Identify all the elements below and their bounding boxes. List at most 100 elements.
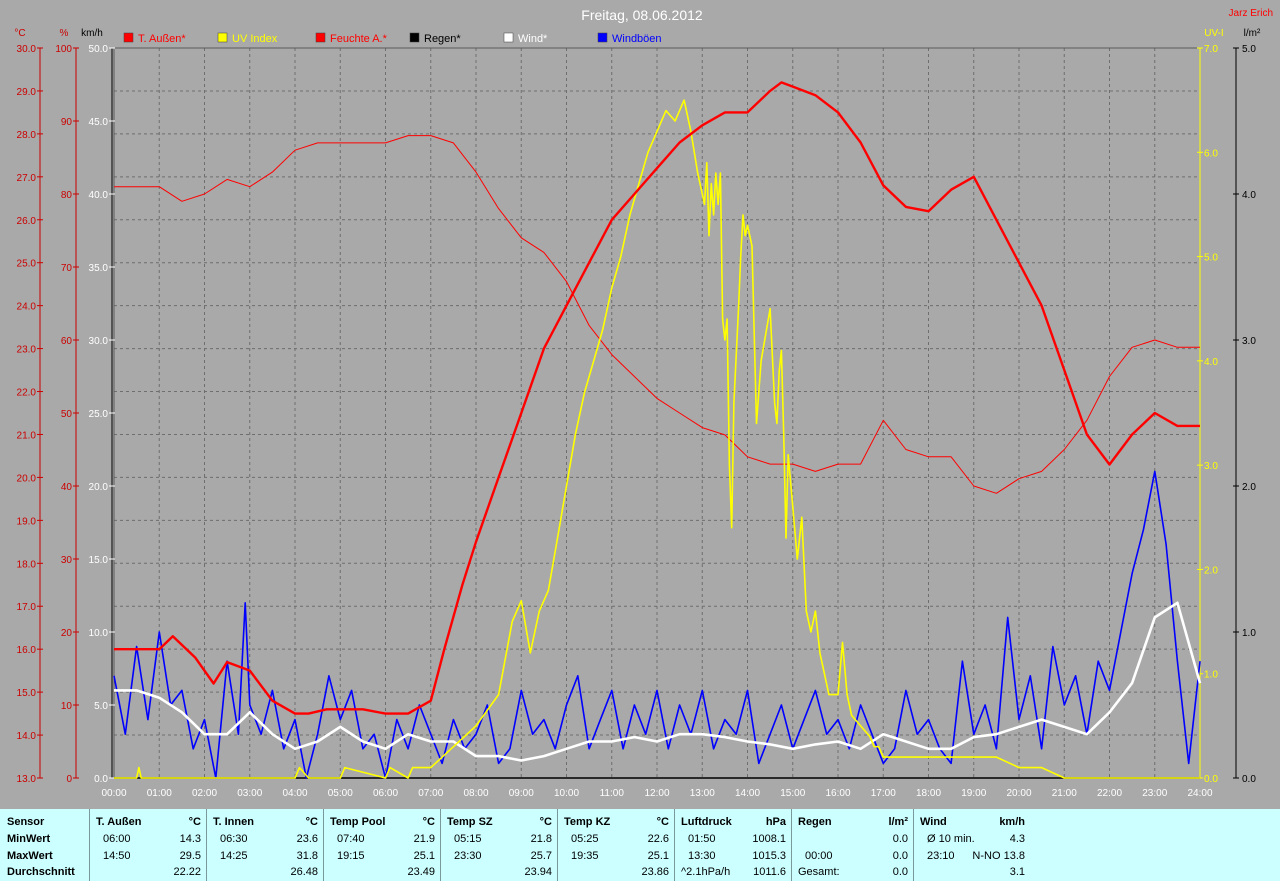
humidity-axis-unit: % — [60, 28, 69, 39]
stats-avg-value: 26.48 — [290, 866, 318, 878]
stats-sensor-unit: °C — [422, 816, 435, 828]
legend: T. Außen* UV Index Feuchte A.* Regen* Wind* W… — [123, 32, 662, 45]
x-tick-label: 23:00 — [1142, 788, 1167, 799]
stats-row-label-sensor: Sensor — [7, 816, 45, 828]
x-tick-label: 16:00 — [825, 788, 850, 799]
temp-tick-label: 21.0 — [17, 430, 37, 441]
humidity-tick-label: 0 — [66, 774, 72, 785]
series-lines — [113, 81, 1202, 779]
x-tick-label: 17:00 — [871, 788, 896, 799]
uv-tick-label: 0.0 — [1204, 774, 1218, 785]
temp-tick-label: 22.0 — [17, 388, 37, 399]
legend-label: Feuchte A.* — [330, 33, 388, 45]
stats-max-value: 0.0 — [892, 850, 908, 862]
humidity-tick-label: 80 — [61, 190, 73, 201]
stats-sensor-name: Regen — [798, 816, 832, 828]
x-tick-label: 08:00 — [463, 788, 488, 799]
x-tick-label: 07:00 — [418, 788, 443, 799]
stats-sensor-unit: hPa — [765, 816, 786, 828]
uv-tick-label: 4.0 — [1204, 357, 1218, 368]
uv-tick-label: 3.0 — [1204, 461, 1218, 472]
stats-column: Temp Pool °C 07:40 21.9 19:15 25.1 23.49 — [323, 809, 441, 881]
stats-avg-value: 23.86 — [641, 866, 669, 878]
stats-max-time: 14:25 — [220, 850, 248, 862]
stats-row-label-max: MaxWert — [7, 850, 53, 862]
series-line-t-au-en — [114, 81, 1200, 715]
x-tick-label: 04:00 — [282, 788, 307, 799]
x-tick-label: 11:00 — [600, 788, 625, 799]
x-tick-label: 20:00 — [1006, 788, 1031, 799]
uv-tick-label: 6.0 — [1204, 148, 1218, 159]
x-tick-label: 13:00 — [690, 788, 715, 799]
stats-avg-label: Gesamt: — [798, 866, 840, 878]
humidity-tick-label: 70 — [61, 263, 73, 274]
stats-avg-value: 23.49 — [407, 866, 435, 878]
wind-tick-label: 50.0 — [89, 44, 109, 55]
rain-tick-label: 3.0 — [1242, 336, 1256, 347]
stats-max-value: 31.8 — [296, 850, 318, 862]
stats-max-time: 23:30 — [454, 850, 482, 862]
uv-tick-label: 5.0 — [1204, 253, 1218, 264]
humidity-tick-label: 20 — [61, 628, 73, 639]
humidity-tick-label: 10 — [61, 701, 73, 712]
statistics-table: Sensor MinWert MaxWert Durchschnitt T. A… — [0, 809, 1280, 881]
legend-swatch — [503, 32, 514, 43]
temp-tick-label: 30.0 — [17, 44, 37, 55]
uv-tick-label: 1.0 — [1204, 670, 1218, 681]
temp-tick-label: 15.0 — [17, 688, 37, 699]
x-tick-label: 10:00 — [554, 788, 579, 799]
x-tick-label: 06:00 — [373, 788, 398, 799]
stats-min-value: 23.6 — [296, 833, 318, 845]
legend-label: UV Index — [232, 33, 278, 45]
x-tick-label: 03:00 — [237, 788, 262, 799]
wind-tick-label: 45.0 — [89, 117, 109, 128]
stats-avg-value: 1011.6 — [753, 866, 786, 878]
stats-column: Wind km/h Ø 10 min. 4.3 23:10 N-NO 13.8 3.1 — [913, 809, 1031, 881]
stats-min-time: 06:30 — [220, 833, 248, 845]
stats-max-time: 00:00 — [805, 850, 833, 862]
stats-max-time: 14:50 — [103, 850, 131, 862]
stats-sensor-name: Temp Pool — [330, 816, 386, 828]
stats-row-label-min: MinWert — [7, 833, 51, 845]
rain-tick-label: 2.0 — [1242, 482, 1256, 493]
wind-tick-label: 30.0 — [89, 336, 109, 347]
temp-tick-label: 16.0 — [17, 645, 37, 656]
stats-column: T. Innen °C 06:30 23.6 14:25 31.8 26.48 — [206, 809, 324, 881]
temp-tick-label: 25.0 — [17, 259, 37, 270]
stats-max-value: 1015.3 — [752, 850, 786, 862]
stats-avg-value: 22.22 — [173, 866, 201, 878]
stats-min-value: 21.9 — [413, 833, 435, 845]
stats-avg-value: 0.0 — [892, 866, 908, 878]
stats-min-time: 01:50 — [688, 833, 716, 845]
legend-swatch — [217, 32, 228, 43]
stats-min-value: 14.3 — [179, 833, 201, 845]
legend-label: Wind* — [518, 33, 548, 45]
temp-tick-label: 29.0 — [17, 87, 37, 98]
stats-avg-value: 23.94 — [524, 866, 552, 878]
stats-max-value: 25.1 — [413, 850, 435, 862]
stats-sensor-unit: °C — [188, 816, 201, 828]
stats-min-time: 07:40 — [337, 833, 365, 845]
x-tick-label: 05:00 — [328, 788, 353, 799]
x-tick-label: 14:00 — [735, 788, 760, 799]
legend-swatch — [409, 32, 420, 43]
x-tick-label: 19:00 — [961, 788, 986, 799]
temp-tick-label: 26.0 — [17, 216, 37, 227]
temp-tick-label: 18.0 — [17, 559, 37, 570]
x-tick-label: 24:00 — [1187, 788, 1212, 799]
stats-sensor-name: Temp KZ — [564, 816, 611, 828]
wind-tick-label: 0.0 — [94, 774, 108, 785]
wind-tick-label: 15.0 — [89, 555, 109, 566]
author-label: Jarz Erich — [1229, 8, 1273, 19]
wind-tick-label: 10.0 — [89, 628, 109, 639]
grid — [39, 47, 1237, 779]
x-tick-label: 09:00 — [509, 788, 534, 799]
chart-title: Freitag, 08.06.2012 — [581, 7, 703, 23]
stats-sensor-name: Wind — [920, 816, 947, 828]
uv-tick-label: 7.0 — [1204, 44, 1218, 55]
x-tick-label: 02:00 — [192, 788, 217, 799]
stats-min-time: 05:25 — [571, 833, 599, 845]
stats-row-label-avg: Durchschnitt — [7, 866, 75, 878]
x-tick-label: 15:00 — [780, 788, 805, 799]
stats-sensor-name: Luftdruck — [681, 816, 732, 828]
